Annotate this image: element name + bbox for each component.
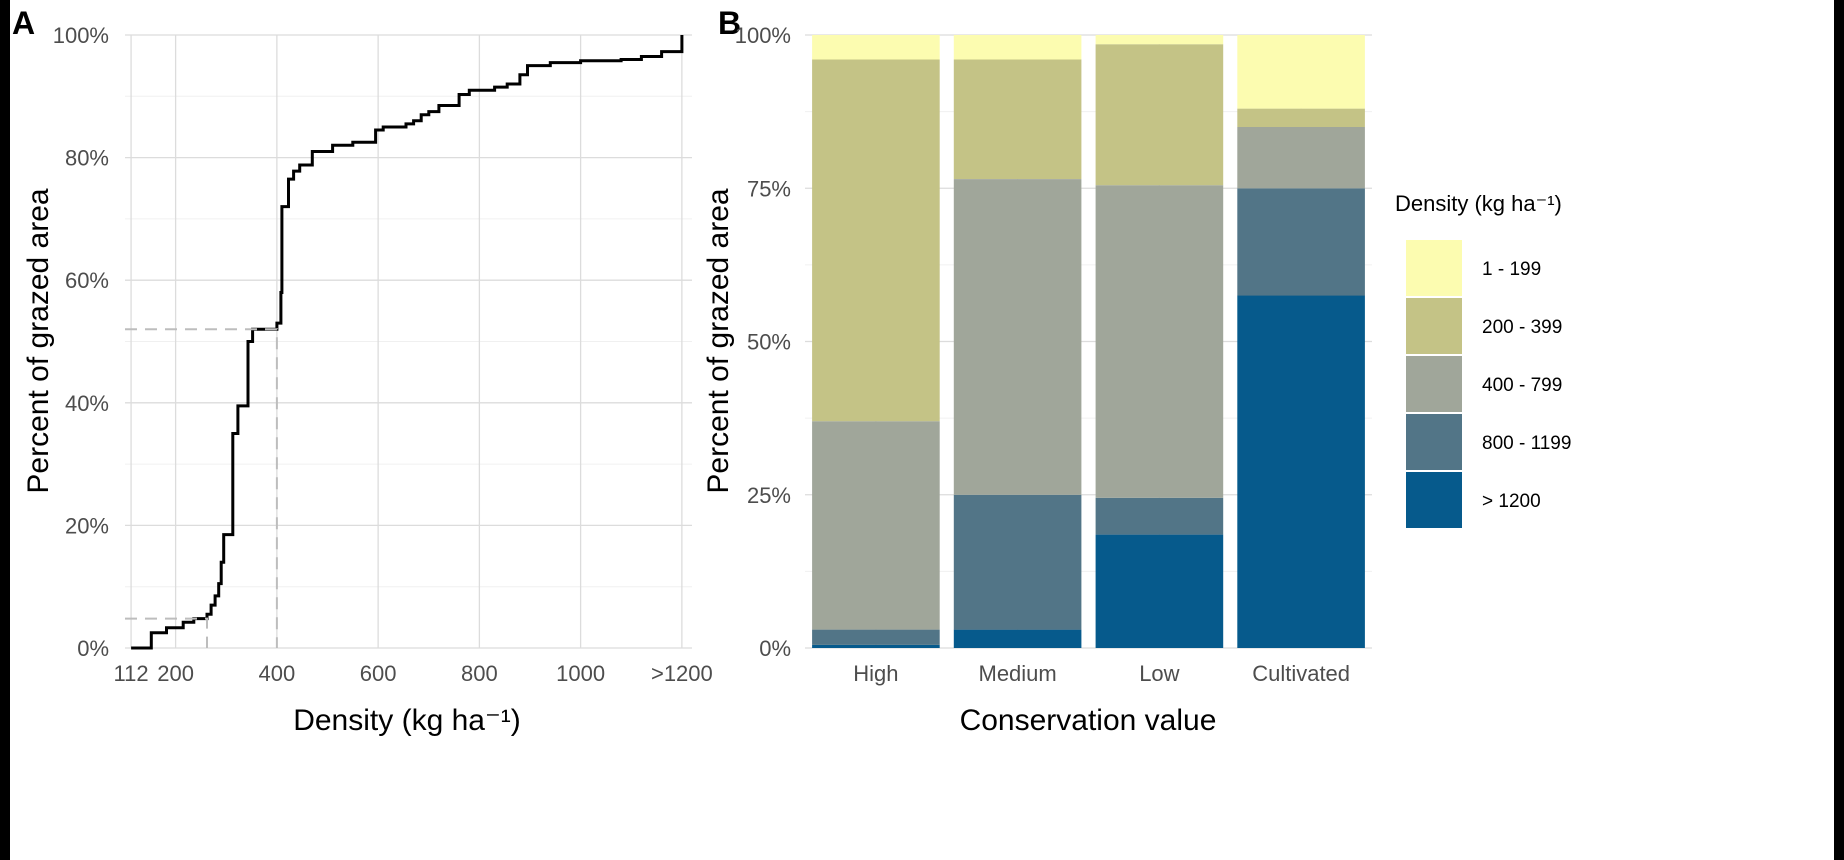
x-axis-title: Conservation value [960, 704, 1217, 737]
legend-label-1200: > 1200 [1482, 491, 1541, 512]
x-tick-label-high: High [853, 661, 898, 686]
bar-segment-medium-1-199 [953, 35, 1082, 60]
y-axis-title: Percent of grazed area [702, 188, 735, 494]
x-tick-label-cultivated: Cultivated [1252, 661, 1350, 686]
x-tick-label-low: Low [1139, 661, 1179, 686]
y-tick-label: 50% [747, 330, 791, 355]
bar-segment-high-400-799 [812, 421, 940, 630]
bar-segment-high-800-1199 [812, 629, 940, 645]
y-axis-title: Percent of grazed area [22, 188, 55, 494]
y-tick-label: 40% [65, 391, 109, 416]
legend-label-800-1199: 800 - 1199 [1482, 433, 1571, 454]
bar-segment-cultivated-1-199 [1237, 35, 1365, 109]
y-tick-label: 60% [65, 268, 109, 293]
x-tick-label: >1200 [651, 661, 713, 686]
bar-segment-low-1-199 [1095, 35, 1224, 45]
y-tick-label: 100% [735, 23, 791, 48]
bar-segment-high-1-199 [812, 35, 940, 60]
bar-segment-high-1200 [812, 644, 940, 648]
x-axis-title: Density (kg ha⁻¹) [293, 704, 521, 737]
bar-segment-low-400-799 [1095, 185, 1224, 498]
reference-dashed-line [125, 328, 278, 648]
legend: Density (kg ha⁻¹) 1 - 199 200 - 399 400 - 7… [1395, 191, 1571, 528]
legend-label-400-799: 400 - 799 [1482, 375, 1562, 396]
bar-segment-low-200-399 [1095, 44, 1224, 186]
legend-label-200-399: 200 - 399 [1482, 317, 1562, 338]
bar-segment-high-200-399 [812, 59, 940, 422]
legend-title: Density (kg ha⁻¹) [1395, 191, 1562, 216]
y-tick-label: 0% [77, 636, 109, 661]
panel-b-stacked-bar-chart: B 0% 25% 50% 75% 100% High Medium Low Cultivated C… [702, 5, 1571, 737]
bar-segment-medium-200-399 [953, 59, 1082, 179]
y-tick-label: 100% [53, 23, 109, 48]
bar-segment-cultivated-1200 [1237, 295, 1365, 648]
legend-label-1-199: 1 - 199 [1482, 259, 1541, 280]
legend-swatch-800-1199 [1406, 414, 1462, 470]
bar-segment-low-1200 [1095, 534, 1224, 648]
panel-a-cumulative-chart: A 0% 20% 40% 60% 80% 100% 112 200 400 600 800 1000 >1… [12, 5, 713, 737]
panel-label-a: A [12, 5, 35, 41]
x-tick-label-medium: Medium [979, 661, 1057, 686]
bar-segment-medium-800-1199 [953, 494, 1082, 630]
y-tick-label: 20% [65, 513, 109, 538]
x-tick-label: 400 [259, 661, 296, 686]
x-tick-label: 600 [360, 661, 397, 686]
cumulative-step-line [131, 35, 684, 650]
x-tick-label: 200 [157, 661, 194, 686]
bar-segment-medium-400-799 [953, 179, 1082, 495]
y-tick-label: 75% [747, 176, 791, 201]
legend-swatch-400-799 [1406, 356, 1462, 412]
x-tick-label: 1000 [556, 661, 605, 686]
bar-segment-cultivated-800-1199 [1237, 188, 1365, 296]
y-tick-label: 0% [759, 636, 791, 661]
bar-segment-cultivated-400-799 [1237, 127, 1365, 189]
legend-swatch-1-199 [1406, 240, 1462, 296]
bar-segment-low-800-1199 [1095, 497, 1224, 535]
legend-swatch-200-399 [1406, 298, 1462, 354]
bar-segment-cultivated-200-399 [1237, 108, 1365, 127]
y-tick-label: 25% [747, 483, 791, 508]
legend-swatch-1200 [1406, 472, 1462, 528]
panel-label-b: B [718, 5, 741, 41]
x-tick-label: 112 [114, 661, 149, 686]
reference-dashed-line [125, 617, 208, 648]
bar-segment-medium-1200 [953, 629, 1082, 648]
y-tick-label: 80% [65, 146, 109, 171]
x-tick-label: 800 [461, 661, 498, 686]
